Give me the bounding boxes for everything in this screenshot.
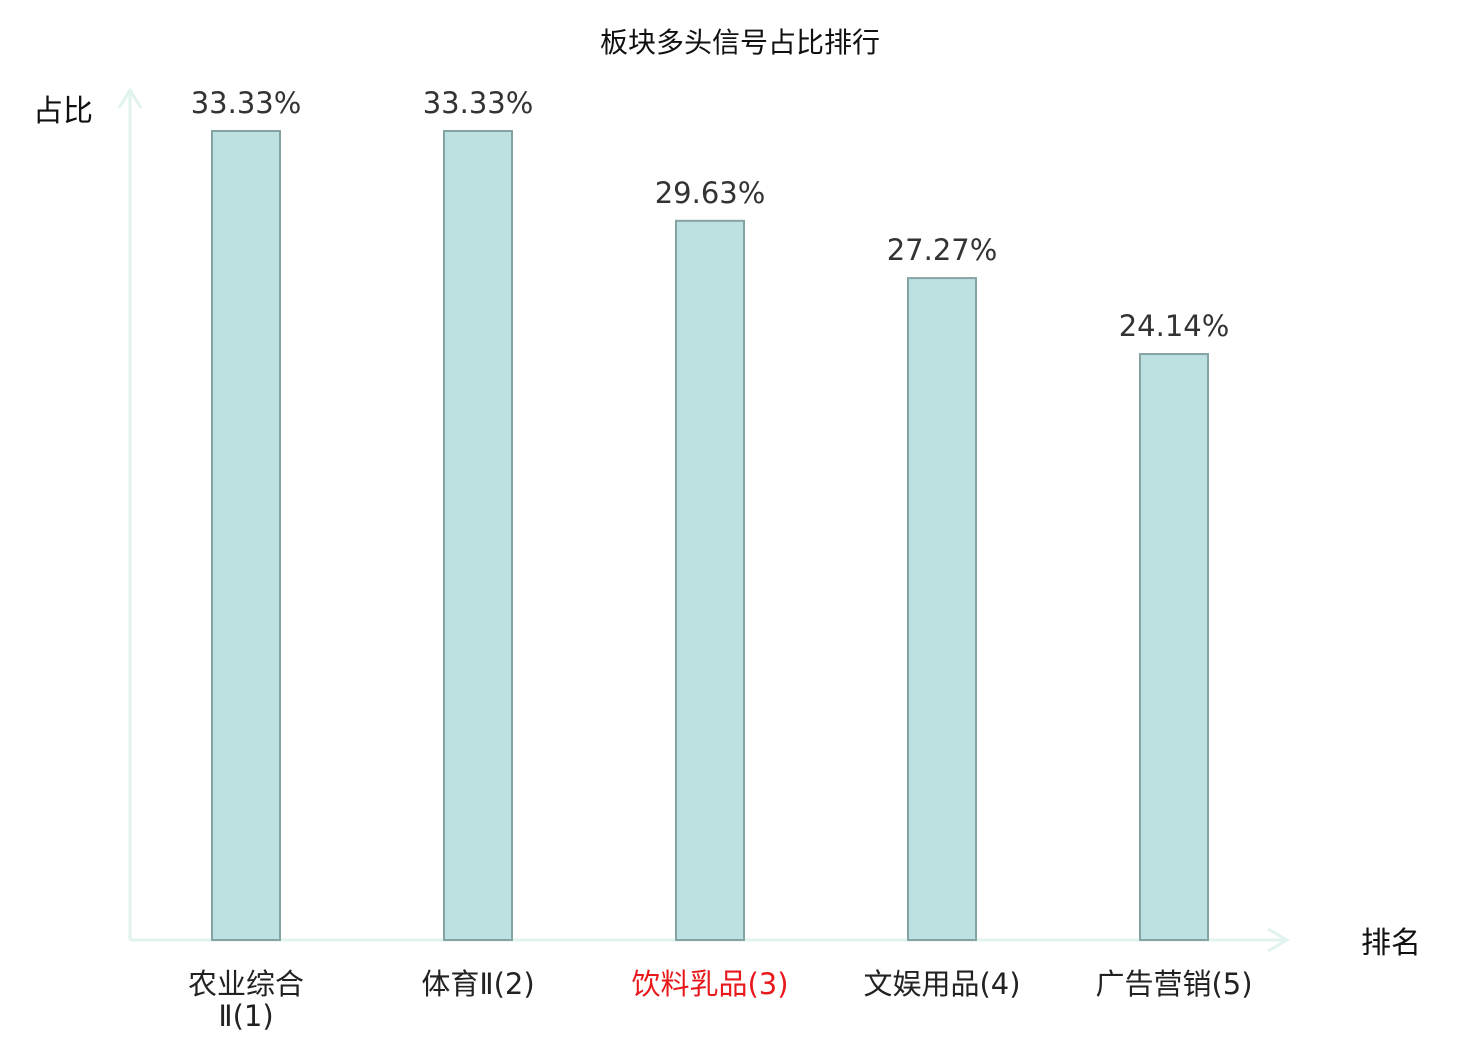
value-labels-group: 33.33% 33.33% 29.63% 27.27% 24.14% [191, 86, 1230, 343]
bar [907, 277, 977, 942]
category-label-line: 体育Ⅱ(2) [421, 967, 534, 1001]
category-label-line: Ⅱ(1) [218, 999, 273, 1033]
bar-value-label: 24.14% [1119, 309, 1230, 343]
category-label: 饮料乳品(3) [631, 967, 788, 1001]
y-axis-label: 占比 [33, 94, 93, 129]
bar-value-label: 27.27% [887, 233, 998, 267]
category-labels-group: 农业综合 Ⅱ(1) 体育Ⅱ(2) 饮料乳品(3) 文娱用品(4) 广告营销(5) [188, 967, 1253, 1033]
y-axis-arrow [117, 87, 143, 109]
category-label: 体育Ⅱ(2) [421, 967, 534, 1001]
category-label-line: 饮料乳品(3) [631, 967, 788, 1001]
y-axis [117, 87, 143, 940]
bar [1139, 353, 1209, 941]
category-label: 农业综合 Ⅱ(1) [188, 967, 304, 1033]
chart-title: 板块多头信号占比排行 [600, 26, 880, 59]
bar-value-label: 33.33% [191, 86, 302, 120]
category-label-line: 文娱用品(4) [863, 967, 1020, 1001]
bar-value-label: 33.33% [423, 86, 534, 120]
category-label: 文娱用品(4) [863, 967, 1020, 1001]
category-label-line: 广告营销(5) [1095, 967, 1252, 1001]
bar [211, 130, 281, 941]
x-axis-label: 排名 [1361, 926, 1421, 961]
bar-value-label: 29.63% [655, 176, 766, 210]
bar [443, 130, 513, 941]
category-label-line: 农业综合 [188, 967, 304, 1001]
bar [675, 219, 745, 941]
category-label: 广告营销(5) [1095, 967, 1252, 1001]
x-axis-arrow [1267, 927, 1290, 953]
bars-group [211, 130, 1209, 942]
